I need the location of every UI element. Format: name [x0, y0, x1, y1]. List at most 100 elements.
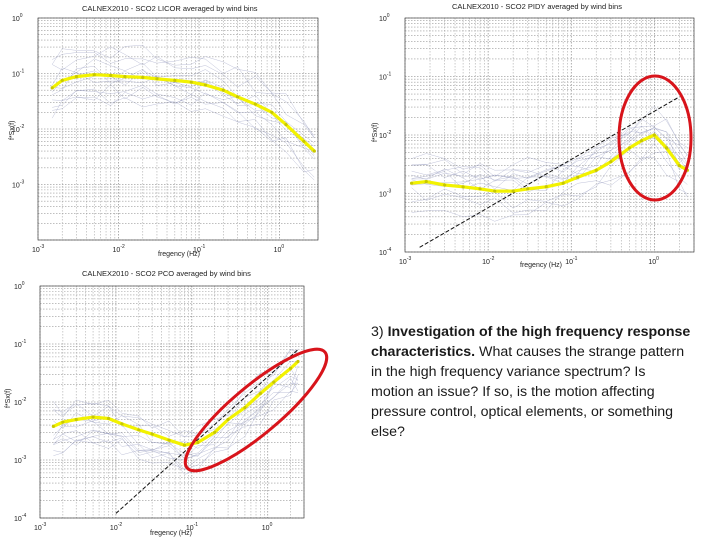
data-point — [302, 139, 306, 143]
data-point — [120, 422, 124, 426]
data-point — [478, 187, 482, 191]
bundle-curve — [51, 44, 315, 136]
chart-svg-licor: 10-3 10-2 10-1 100 100 10-1 10-2 10-3 — [12, 13, 319, 254]
data-point — [61, 420, 65, 424]
data-point — [92, 73, 96, 77]
description-number: 3) — [371, 324, 388, 340]
data-point — [173, 78, 177, 83]
y-tick-label: 10-1 — [12, 69, 24, 79]
x-tick-label: 10-3 — [34, 522, 46, 532]
chart-svg-pidy: 10-3 10-2 10-1 100 100 10-1 10-2 10-3 10-4 — [379, 13, 695, 266]
x-axis-label: fregency (Hz) — [520, 262, 563, 269]
data-point — [443, 183, 447, 187]
y-axis-label: f*Sx(f) — [5, 388, 12, 408]
chart-panel-pco: CALNEX2010 - SCO2 PCO averaged by wind b… — [0, 268, 345, 540]
data-point — [141, 75, 145, 80]
data-point — [258, 391, 263, 396]
data-point — [226, 417, 230, 422]
bundle-curve — [411, 157, 688, 222]
data-point — [627, 146, 631, 150]
y-tick-exponent: 0 — [22, 281, 25, 287]
data-point — [526, 187, 530, 191]
x-tick-label: 10-1 — [565, 256, 577, 266]
chart-panel-licor: CALNEX2010 - SCO2 LICOR averaged by wind… — [0, 0, 340, 270]
x-tick-label: 100 — [262, 522, 273, 532]
bundle-curve — [53, 375, 299, 457]
bundle-curve — [53, 382, 299, 475]
bundle-curves — [53, 348, 299, 475]
plot-frame — [39, 285, 305, 519]
y-tick-label: 10-1 — [14, 339, 26, 349]
data-point — [182, 443, 187, 447]
grid — [39, 285, 305, 519]
x-tick-label: 10-3 — [32, 244, 44, 254]
data-point — [167, 438, 171, 442]
y-tick-label: 10-3 — [12, 180, 24, 190]
data-point — [74, 417, 78, 422]
y-tick-exponent: -4 — [22, 513, 27, 519]
data-point — [270, 110, 274, 114]
x-tick-exponent: 0 — [281, 244, 284, 250]
data-point — [91, 415, 95, 419]
bundle-curve — [411, 128, 688, 180]
y-tick-label: 10-2 — [12, 124, 24, 134]
data-point — [189, 80, 193, 84]
data-point — [196, 440, 200, 445]
data-point — [272, 380, 276, 384]
bundle-curve — [51, 88, 315, 173]
y-tick-exponent: -2 — [387, 130, 392, 136]
bundle-curve — [51, 58, 315, 144]
data-point — [253, 102, 257, 106]
grid — [37, 17, 319, 241]
description-heading: Investigation of the high frequency resp… — [371, 324, 691, 360]
bundle-curve — [52, 84, 315, 160]
chart-title: CALNEX2010 - SCO2 PIDY averaged by wind … — [452, 2, 622, 11]
data-point — [235, 95, 240, 99]
x-tick-exponent: -2 — [118, 522, 123, 528]
x-tick-label: 100 — [274, 244, 285, 254]
y-axis-label: f*Sx(f) — [372, 122, 379, 142]
data-point — [51, 424, 55, 428]
data-point — [221, 88, 225, 92]
data-point — [296, 359, 300, 364]
data-point — [312, 149, 316, 153]
x-tick-exponent: -1 — [573, 256, 578, 262]
chart-svg-pco: 10-3 10-2 10-1 100 100 10-1 10-2 10-3 10-4 — [14, 281, 329, 532]
data-point — [461, 185, 465, 189]
x-tick-exponent: -1 — [201, 244, 206, 250]
y-tick-label: 100 — [12, 13, 23, 23]
y-tick-label: 10-4 — [379, 247, 391, 257]
bundle-curve — [53, 349, 299, 438]
y-tick-label: 10-2 — [14, 397, 26, 407]
y-tick-exponent: -1 — [387, 72, 392, 78]
bundle-curve — [53, 365, 299, 460]
y-tick-label: 10-1 — [379, 72, 391, 82]
bundle-curve — [52, 71, 315, 147]
data-point — [664, 146, 669, 150]
data-point — [544, 185, 548, 189]
y-tick-label: 10-2 — [379, 130, 391, 140]
data-point — [155, 77, 159, 81]
data-point — [609, 160, 613, 164]
x-tick-exponent: -2 — [490, 256, 495, 262]
chart-panel-pidy: CALNEX2010 - SCO2 PIDY averaged by wind … — [360, 0, 720, 275]
x-tick-label: 10-2 — [113, 244, 125, 254]
x-tick-label: 100 — [648, 256, 659, 266]
data-point — [137, 428, 141, 432]
data-point — [109, 73, 113, 78]
x-tick-label: 10-3 — [399, 256, 411, 266]
y-tick-label: 10-4 — [14, 513, 26, 523]
chart-title: CALNEX2010 - SCO2 LICOR averaged by wind… — [82, 4, 258, 13]
annotation-ellipse — [617, 74, 693, 202]
data-point — [50, 86, 54, 90]
x-axis-label: fregency (Hz) — [158, 251, 201, 258]
bundle-curve — [53, 368, 299, 459]
data-point — [493, 189, 497, 193]
bundle-curve — [53, 348, 299, 437]
x-tick-exponent: -1 — [194, 522, 199, 528]
series-line — [52, 360, 300, 447]
data-point — [284, 123, 288, 127]
bundle-curve — [411, 118, 688, 175]
y-tick-exponent: -4 — [387, 247, 392, 253]
bundle-curves — [51, 44, 315, 181]
